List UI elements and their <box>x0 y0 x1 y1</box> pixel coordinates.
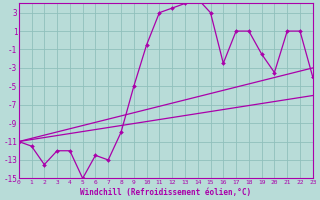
X-axis label: Windchill (Refroidissement éolien,°C): Windchill (Refroidissement éolien,°C) <box>80 188 251 197</box>
